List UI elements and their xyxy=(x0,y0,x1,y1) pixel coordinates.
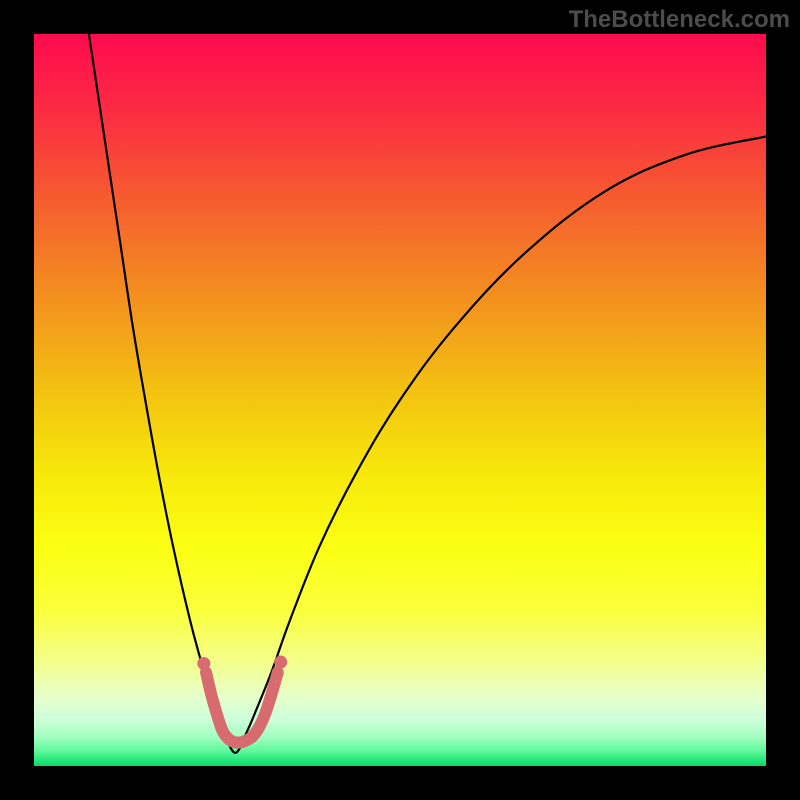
marker-dot xyxy=(206,689,217,700)
figure-root: TheBottleneck.com xyxy=(0,0,800,800)
watermark-text: TheBottleneck.com xyxy=(569,6,790,34)
marker-dot xyxy=(260,708,271,719)
marker-dot xyxy=(247,731,258,742)
marker-dot xyxy=(211,709,222,720)
chart-svg xyxy=(0,0,800,800)
marker-dot xyxy=(253,722,264,733)
marker-dot xyxy=(266,687,277,698)
marker-end-dot xyxy=(197,657,210,670)
marker-end-dot xyxy=(274,656,287,669)
